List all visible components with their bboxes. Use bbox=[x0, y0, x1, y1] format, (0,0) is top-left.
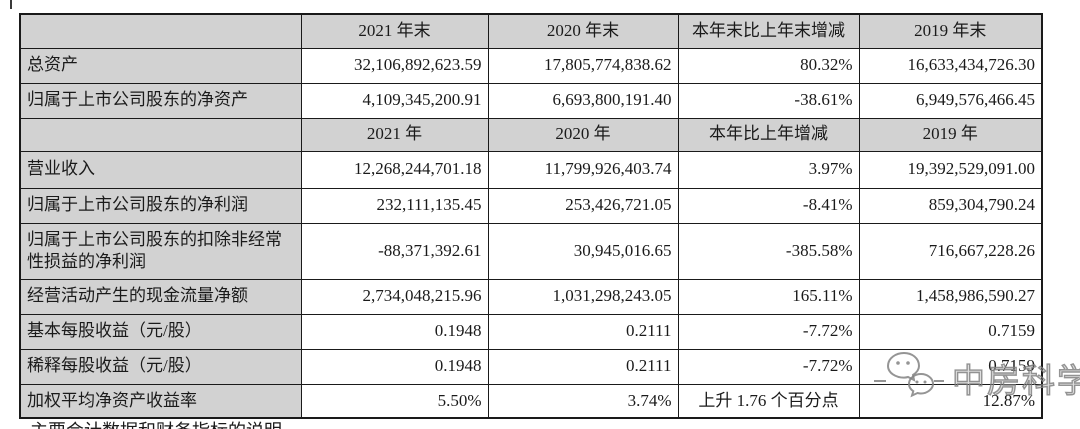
cell-2021: 12,268,244,701.18 bbox=[300, 150, 489, 189]
cell-label: 基本每股收益（元/股） bbox=[19, 313, 302, 350]
cell-2019: 6,949,576,466.45 bbox=[858, 82, 1043, 119]
cell-change: -8.41% bbox=[677, 187, 860, 224]
header-cell-yoy-end-change: 本年末比上年末增减 bbox=[677, 13, 860, 49]
row-basic-eps: 基本每股收益（元/股） 0.1948 0.2111 -7.72% 0.7159 bbox=[19, 313, 1043, 350]
cell-2019: 0.7159 bbox=[858, 348, 1043, 385]
cell-label: 归属于上市公司股东的净利润 bbox=[19, 187, 302, 224]
row-deducted-net-profit: 归属于上市公司股东的扣除非经常性损益的净利润 -88,371,392.61 30… bbox=[19, 222, 1043, 280]
cell-2019: 19,392,529,091.00 bbox=[858, 150, 1043, 189]
cell-2021: 232,111,135.45 bbox=[300, 187, 489, 224]
cell-change: -385.58% bbox=[677, 222, 860, 280]
header-cell-blank bbox=[19, 117, 302, 152]
cell-2019: 16,633,434,726.30 bbox=[858, 47, 1043, 84]
cell-2020: 253,426,721.05 bbox=[487, 187, 679, 224]
row-net-profit: 归属于上市公司股东的净利润 232,111,135.45 253,426,721… bbox=[19, 187, 1043, 224]
page-edge-mark bbox=[10, 0, 12, 9]
cell-2019: 1,458,986,590.27 bbox=[858, 278, 1043, 315]
cell-label: 总资产 bbox=[19, 47, 302, 84]
cell-2020: 0.2111 bbox=[487, 313, 679, 350]
cell-2020: 11,799,926,403.74 bbox=[487, 150, 679, 189]
cell-change: 80.32% bbox=[677, 47, 860, 84]
cell-label: 归属于上市公司股东的净资产 bbox=[19, 82, 302, 119]
header-row-year-end: 2021 年末 2020 年末 本年末比上年末增减 2019 年末 bbox=[19, 13, 1043, 49]
cell-change: -7.72% bbox=[677, 313, 860, 350]
header-row-annual: 2021 年 2020 年 本年比上年增减 2019 年 bbox=[19, 117, 1043, 152]
cell-label: 经营活动产生的现金流量净额 bbox=[19, 278, 302, 315]
cell-2021: 5.50% bbox=[300, 383, 489, 419]
cell-label: 归属于上市公司股东的扣除非经常性损益的净利润 bbox=[19, 222, 302, 280]
cell-2019: 716,667,228.26 bbox=[858, 222, 1043, 280]
row-revenue: 营业收入 12,268,244,701.18 11,799,926,403.74… bbox=[19, 150, 1043, 189]
header-cell-2020: 2020 年 bbox=[487, 117, 679, 152]
cell-label: 加权平均净资产收益率 bbox=[19, 383, 302, 419]
header-cell-2020-end: 2020 年末 bbox=[487, 13, 679, 49]
cell-2021: -88,371,392.61 bbox=[300, 222, 489, 280]
section-heading-note: 主要会计数据和财务指标的说明 bbox=[30, 417, 282, 429]
cell-change: 上升 1.76 个百分点 bbox=[677, 383, 860, 419]
cell-2020: 6,693,800,191.40 bbox=[487, 82, 679, 119]
header-cell-2019-end: 2019 年末 bbox=[858, 13, 1043, 49]
header-cell-2019: 2019 年 bbox=[858, 117, 1043, 152]
cell-2020: 0.2111 bbox=[487, 348, 679, 385]
cell-2020: 17,805,774,838.62 bbox=[487, 47, 679, 84]
cell-change: -7.72% bbox=[677, 348, 860, 385]
cell-2020: 30,945,016.65 bbox=[487, 222, 679, 280]
cell-change: 165.11% bbox=[677, 278, 860, 315]
cell-2021: 2,734,048,215.96 bbox=[300, 278, 489, 315]
cell-label: 稀释每股收益（元/股） bbox=[19, 348, 302, 385]
header-cell-2021-end: 2021 年末 bbox=[300, 13, 489, 49]
row-weighted-roe: 加权平均净资产收益率 5.50% 3.74% 上升 1.76 个百分点 12.8… bbox=[19, 383, 1043, 419]
cell-2021: 0.1948 bbox=[300, 348, 489, 385]
row-total-assets: 总资产 32,106,892,623.59 17,805,774,838.62 … bbox=[19, 47, 1043, 84]
cell-change: -38.61% bbox=[677, 82, 860, 119]
header-cell-yoy-change: 本年比上年增减 bbox=[677, 117, 860, 152]
cell-2020: 1,031,298,243.05 bbox=[487, 278, 679, 315]
cell-2019: 0.7159 bbox=[858, 313, 1043, 350]
cell-2021: 0.1948 bbox=[300, 313, 489, 350]
cell-2019: 859,304,790.24 bbox=[858, 187, 1043, 224]
cell-2021: 4,109,345,200.91 bbox=[300, 82, 489, 119]
financial-summary-table: 2021 年末 2020 年末 本年末比上年末增减 2019 年末 总资产 32… bbox=[19, 13, 1043, 419]
cell-2019: 12.87% bbox=[858, 383, 1043, 419]
cell-label: 营业收入 bbox=[19, 150, 302, 189]
header-cell-blank bbox=[19, 13, 302, 49]
row-operating-cash-flow: 经营活动产生的现金流量净额 2,734,048,215.96 1,031,298… bbox=[19, 278, 1043, 315]
cell-2021: 32,106,892,623.59 bbox=[300, 47, 489, 84]
cell-change: 3.97% bbox=[677, 150, 860, 189]
cell-2020: 3.74% bbox=[487, 383, 679, 419]
row-net-assets: 归属于上市公司股东的净资产 4,109,345,200.91 6,693,800… bbox=[19, 82, 1043, 119]
row-diluted-eps: 稀释每股收益（元/股） 0.1948 0.2111 -7.72% 0.7159 bbox=[19, 348, 1043, 385]
header-cell-2021: 2021 年 bbox=[300, 117, 489, 152]
